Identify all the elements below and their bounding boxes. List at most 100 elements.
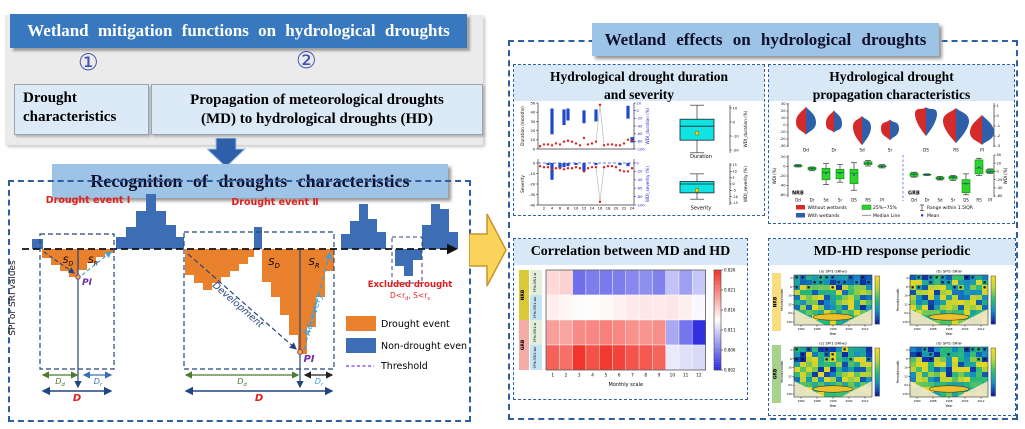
panel2-title-line2: propagation characteristics [812, 86, 971, 102]
svg-text:-100: -100 [637, 203, 646, 207]
svg-text:32: 32 [788, 374, 792, 378]
svg-text:Dr: Dr [810, 198, 815, 203]
drought-recognition-diagram: SD​SR​SD​SR​PIPIDevelopmentRecoveryDd​Dr… [8, 194, 467, 404]
svg-text:50: 50 [530, 101, 535, 105]
svg-text:2004: 2004 [845, 327, 852, 331]
svg-text:-20: -20 [780, 174, 787, 178]
svg-text:NRB: NRB [792, 191, 804, 197]
svg-text:-60: -60 [997, 194, 1004, 198]
svg-text:0: 0 [733, 182, 735, 186]
svg-text:64: 64 [788, 383, 792, 387]
svg-text:16: 16 [788, 294, 792, 298]
svg-text:-20: -20 [733, 147, 740, 152]
svg-text:64: 64 [904, 383, 908, 387]
svg-text:Dd: Dd [795, 198, 801, 203]
svg-text:15: 15 [733, 163, 737, 167]
panel-response-periodic: MD-HD response periodic (a) SPI1-SRIwo 4 8… [768, 238, 1016, 416]
correlation-heatmap: NRB GRB SPIn-SRI1-w SPIn-SRI1-wo SPIn-SRI1-w… [519, 267, 736, 388]
svg-text:7: 7 [631, 373, 634, 378]
svg-text:10: 10 [670, 373, 676, 378]
svg-text:WDI_duration (%): WDI_duration (%) [645, 107, 650, 144]
svg-text:-20: -20 [997, 178, 1004, 182]
svg-text:Year: Year [829, 404, 837, 408]
svg-text:1996: 1996 [945, 399, 952, 403]
svg-text:Monthly scale: Monthly scale [609, 382, 644, 388]
svg-text:-1: -1 [997, 124, 1001, 128]
svg-text:20: 20 [637, 101, 642, 105]
left-title: Wetland mitigation functions on hydrolog… [10, 14, 467, 48]
svg-text:-60: -60 [637, 132, 644, 136]
svg-text:4: 4 [591, 373, 594, 378]
svg-text:Severity: Severity [691, 206, 712, 212]
svg-text:1980: 1980 [797, 327, 804, 331]
panel-correlation: Correlation between MD and HD NRB GRB SPIn… [513, 238, 748, 400]
svg-text:Median Line: Median Line [873, 213, 900, 219]
svg-text:10: 10 [574, 206, 579, 211]
svg-text:SPIn-SRI1-w: SPIn-SRI1-w [533, 272, 537, 292]
svg-text:WDI_duration (%): WDI_duration (%) [743, 110, 748, 147]
svg-text:-20: -20 [780, 137, 787, 141]
svg-text:Dr: Dr [832, 148, 837, 153]
svg-text:-100: -100 [637, 147, 646, 151]
svg-text:GRB: GRB [773, 368, 779, 379]
svg-text:0.811: 0.811 [724, 327, 736, 332]
svg-text:-20: -20 [637, 117, 644, 121]
svg-text:PI: PI [82, 278, 93, 288]
propagation-box-line2: (MD) to hydrological droughts (HD) [201, 110, 433, 127]
svg-text:0: 0 [533, 160, 536, 165]
svg-text:Dd: Dd [911, 198, 917, 203]
svg-text:64: 64 [904, 311, 908, 315]
svg-text:1988: 1988 [813, 327, 820, 331]
svg-text:Dr: Dr [925, 198, 930, 203]
svg-text:Sr: Sr [951, 198, 956, 203]
drought-diagram-border [8, 180, 471, 422]
svg-text:(b) SPI1-SRIw: (b) SPI1-SRIw [936, 269, 961, 274]
svg-text:10: 10 [781, 116, 786, 120]
svg-text:Period/month: Period/month [896, 361, 900, 384]
svg-text:0.826: 0.826 [724, 267, 736, 272]
svg-text:Sr: Sr [838, 198, 843, 203]
svg-text:0: 0 [733, 119, 736, 124]
svg-text:1980: 1980 [913, 399, 920, 403]
panel-response-periodic-header: MD-HD response periodic [769, 239, 1015, 265]
svg-text:SR​: SR​ [308, 257, 319, 270]
svg-text:Severity: Severity [520, 175, 526, 193]
svg-text:Mean: Mean [927, 213, 939, 219]
svg-text:Development: Development [210, 280, 266, 331]
svg-text:SPIn-SRI1-wo: SPIn-SRI1-wo [533, 347, 537, 369]
svg-text:(c) SPI1-SRIwo: (c) SPI1-SRIwo [819, 341, 847, 346]
svg-text:Year: Year [945, 332, 953, 336]
svg-text:(d) SPI1-SRIw: (d) SPI1-SRIw [936, 341, 961, 346]
svg-text:32: 32 [904, 302, 908, 306]
svg-text:16: 16 [598, 206, 603, 211]
svg-text:Period/month: Period/month [780, 289, 784, 312]
svg-text:D: D [73, 393, 81, 404]
svg-text:WDI (%): WDI (%) [772, 167, 777, 184]
svg-text:1988: 1988 [929, 399, 936, 403]
svg-text:1980: 1980 [913, 327, 920, 331]
svg-text:DS: DS [923, 148, 929, 153]
svg-text:-10: -10 [733, 133, 740, 138]
svg-text:Dd: Dd [803, 148, 809, 153]
svg-text:D<rd​, S<rs​: D<rd​, S<rs​ [390, 291, 430, 302]
svg-text:-3: -3 [997, 144, 1001, 148]
flow-arrow-icon [469, 213, 507, 287]
svg-text:4: 4 [906, 348, 908, 352]
svg-text:8: 8 [906, 285, 908, 289]
svg-text:-40: -40 [997, 186, 1004, 190]
step2-number: ② [296, 48, 317, 74]
svg-text:-10: -10 [529, 171, 536, 176]
svg-text:DS: DS [963, 198, 969, 203]
svg-text:-40: -40 [529, 202, 536, 207]
propagation-box-line1: Propagation of meteorological droughts [190, 91, 444, 108]
svg-text:128: 128 [786, 320, 792, 324]
svg-text:20: 20 [781, 109, 786, 113]
svg-text:10: 10 [733, 105, 738, 110]
svg-text:128: 128 [902, 320, 908, 324]
svg-text:1996: 1996 [829, 327, 836, 331]
svg-text:0: 0 [997, 170, 1000, 174]
svg-text:1996: 1996 [829, 399, 836, 403]
svg-text:Range within 1.5IQR: Range within 1.5IQR [927, 205, 973, 211]
svg-text:32: 32 [904, 374, 908, 378]
